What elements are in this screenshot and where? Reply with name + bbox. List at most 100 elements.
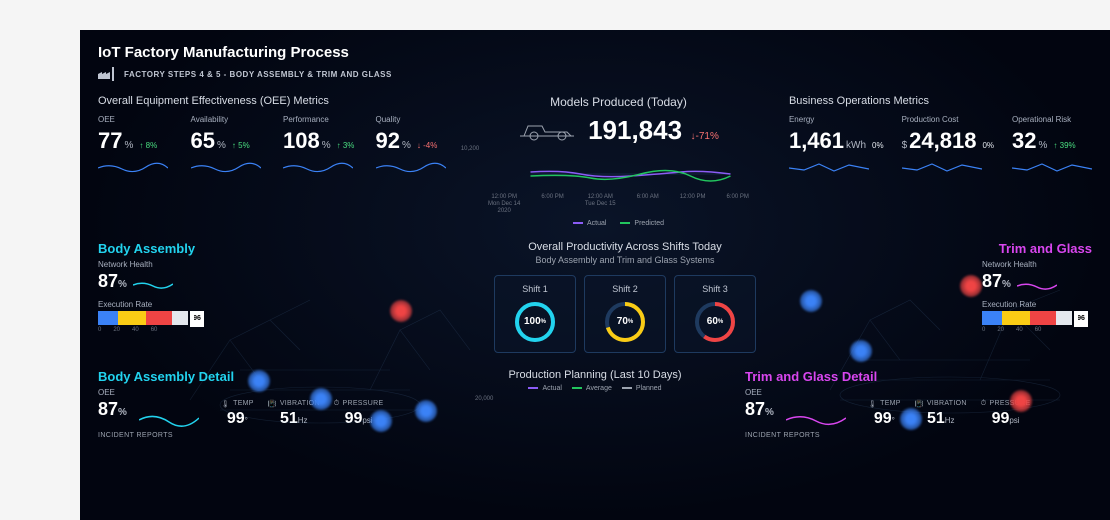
dashboard: IoT Factory Manufacturing Process FACTOR… xyxy=(80,30,1110,520)
biz-metric-0: Energy 1,461kWh0% xyxy=(789,115,884,174)
exec-tick: 40 xyxy=(1016,327,1023,333)
robot-dot-9 xyxy=(900,408,922,430)
chart-time-0: 12:00 PMMon Dec 142020 xyxy=(488,194,520,216)
robot-dot-1 xyxy=(248,370,270,392)
exec-tick: 60 xyxy=(1035,327,1042,333)
body-detail-title: Body Assembly Detail xyxy=(98,369,445,384)
trim-detail-title: Trim and Glass Detail xyxy=(745,369,1092,384)
ba-network-label: Network Health xyxy=(98,260,268,269)
trim-glass-panel: Trim and Glass Network Health 87% Execut… xyxy=(982,241,1092,353)
mid-row: Body Assembly Network Health 87% Executi… xyxy=(98,241,1092,353)
temp-icon: 🌡 xyxy=(868,400,877,408)
exec-tick: 40 xyxy=(132,327,139,333)
exec-tick: 20 xyxy=(113,327,120,333)
exec-tick: 60 xyxy=(151,327,158,333)
chart-time-5: 6:00 PM xyxy=(727,194,749,216)
oee-section: Overall Equipment Effectiveness (OEE) Me… xyxy=(98,95,448,227)
oee-metric-label: Quality xyxy=(376,115,449,124)
tg-network-value: 87% xyxy=(982,271,1011,292)
ba-network-value: 87% xyxy=(98,271,127,292)
factory-icon xyxy=(98,67,116,81)
chart-time-3: 6:00 AM xyxy=(637,194,659,216)
biz-section: Business Operations Metrics Energy 1,461… xyxy=(789,95,1092,227)
bd-oee-value: 87% xyxy=(98,399,127,420)
robot-dot-8 xyxy=(1010,390,1032,412)
models-value: 191,843 xyxy=(588,115,682,145)
exec-tick: 20 xyxy=(997,327,1004,333)
press-icon: ⏱ xyxy=(334,400,340,408)
plan-legend-item: Planned xyxy=(622,385,662,392)
ba-network-spark xyxy=(133,279,173,291)
models-title: Models Produced (Today) xyxy=(458,95,779,109)
oee-metric-label: OEE xyxy=(98,115,171,124)
models-delta: ↓-71% xyxy=(691,131,719,142)
exec-tick: 0 xyxy=(982,327,985,333)
robot-dot-4 xyxy=(415,400,437,422)
planning-panel: Production Planning (Last 10 Days) Actua… xyxy=(455,369,735,439)
td-spark xyxy=(786,408,846,428)
shift-2[interactable]: Shift 3 60% xyxy=(674,275,756,353)
oee-metric-3: Quality 92%↓ -4% xyxy=(376,115,449,174)
oee-metric-0: OEE 77%↑ 8% xyxy=(98,115,171,174)
sensor-temp: 🌡TEMP 99° xyxy=(868,400,901,428)
robot-dot-2 xyxy=(310,388,332,410)
trim-glass-title: Trim and Glass xyxy=(982,241,1092,256)
plan-legend-item: Actual xyxy=(528,385,561,392)
prod-subtitle: Body Assembly and Trim and Glass Systems xyxy=(485,255,765,265)
exec-seg xyxy=(146,311,172,325)
td-incident: INCIDENT REPORTS xyxy=(745,432,1092,439)
td-oee-label: OEE xyxy=(745,388,774,397)
bd-incident: INCIDENT REPORTS xyxy=(98,432,445,439)
press-icon: ⏱ xyxy=(981,400,987,408)
body-assembly-title: Body Assembly xyxy=(98,241,268,256)
vib-icon: 📳 xyxy=(268,400,277,408)
exec-seg xyxy=(118,311,146,325)
oee-section-title: Overall Equipment Effectiveness (OEE) Me… xyxy=(98,95,448,107)
robot-dot-3 xyxy=(370,410,392,432)
ba-exec-marker: 96 xyxy=(190,311,204,327)
page-title: IoT Factory Manufacturing Process xyxy=(98,44,1092,61)
body-detail-panel: Body Assembly Detail OEE 87% 🌡TEMP 99° 📳… xyxy=(98,369,445,439)
chart-time-4: 12:00 PM xyxy=(680,194,706,216)
chart-time-1: 6:00 PM xyxy=(541,194,563,216)
prod-title: Overall Productivity Across Shifts Today xyxy=(485,241,765,253)
plan-title: Production Planning (Last 10 Days) xyxy=(455,369,735,381)
productivity-panel: Overall Productivity Across Shifts Today… xyxy=(485,241,765,353)
shift-1[interactable]: Shift 2 70% xyxy=(584,275,666,353)
oee-metric-label: Availability xyxy=(191,115,264,124)
sensor-vib: 📳VIBRATION 51Hz xyxy=(915,400,967,428)
td-oee-value: 87% xyxy=(745,399,774,420)
tg-network-spark xyxy=(1017,279,1057,291)
legend-predicted: Predicted xyxy=(620,220,664,227)
exec-seg xyxy=(1002,311,1030,325)
biz-metric-1: Production Cost $24,8180% xyxy=(902,115,994,174)
plan-y-label: 20,000 xyxy=(455,396,735,402)
tg-network-label: Network Health xyxy=(982,260,1092,269)
oee-metric-2: Performance 108%↑ 3% xyxy=(283,115,356,174)
models-y-label: 10,200 xyxy=(458,146,482,152)
truck-icon xyxy=(518,116,576,146)
chart-time-2: 12:00 AMTue Dec 15 xyxy=(585,194,616,216)
trim-detail-panel: Trim and Glass Detail OEE 87% 🌡TEMP 99° … xyxy=(745,369,1092,439)
subtitle-text: FACTORY STEPS 4 & 5 - BODY ASSEMBLY & TR… xyxy=(124,70,392,79)
sensor-temp: 🌡TEMP 99° xyxy=(221,400,254,428)
models-produced-section: Models Produced (Today) 191,843 ↓-71% 10… xyxy=(458,95,779,227)
bd-spark xyxy=(139,408,199,428)
exec-tick: 0 xyxy=(98,327,101,333)
plan-legend-item: Average xyxy=(572,385,612,392)
oee-metric-1: Availability 65%↑ 5% xyxy=(191,115,264,174)
vib-icon: 📳 xyxy=(915,400,924,408)
top-row: Overall Equipment Effectiveness (OEE) Me… xyxy=(98,95,1092,227)
exec-seg xyxy=(1030,311,1056,325)
bd-oee-label: OEE xyxy=(98,388,127,397)
subtitle-row: FACTORY STEPS 4 & 5 - BODY ASSEMBLY & TR… xyxy=(98,67,1092,81)
tg-exec-marker: 96 xyxy=(1074,311,1088,327)
models-chart xyxy=(482,154,779,194)
temp-icon: 🌡 xyxy=(221,400,230,408)
oee-metric-label: Performance xyxy=(283,115,356,124)
exec-seg xyxy=(982,311,1002,325)
biz-section-title: Business Operations Metrics xyxy=(789,95,1092,107)
shift-0[interactable]: Shift 1 100% xyxy=(494,275,576,353)
tg-exec-label: Execution Rate xyxy=(982,300,1092,309)
body-assembly-panel: Body Assembly Network Health 87% Executi… xyxy=(98,241,268,353)
